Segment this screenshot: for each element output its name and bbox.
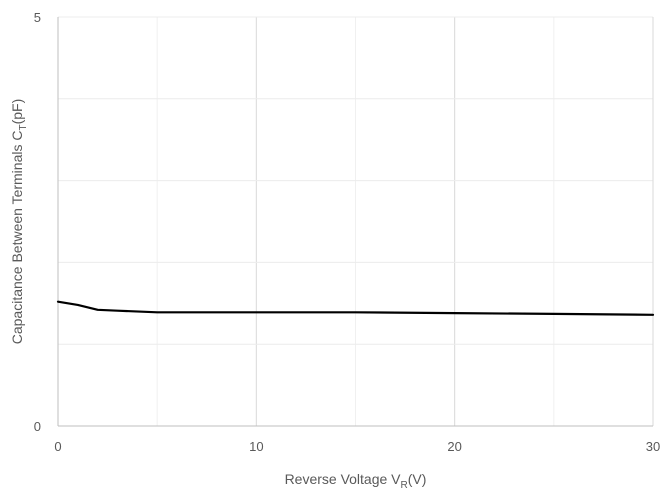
series-layer (56, 300, 655, 316)
x-tick-labels: 0 10 20 30 (54, 439, 660, 454)
series-line-0 (56, 300, 655, 316)
x-tick-label: 30 (646, 439, 660, 454)
gridlines (58, 16, 654, 426)
x-axis-title-main: Reverse Voltage V (285, 471, 402, 487)
y-axis-title-subscript: T (18, 124, 29, 130)
x-tick-label: 0 (54, 439, 61, 454)
x-axis-title: Reverse Voltage VR(V) (285, 471, 427, 491)
x-tick-label: 20 (447, 439, 461, 454)
y-tick-label: 5 (34, 10, 41, 25)
x-tick-label: 10 (249, 439, 263, 454)
axes (57, 17, 653, 427)
y-axis-title-main: Capacitance Between Terminals C (9, 131, 25, 345)
x-axis-title-subscript: R (401, 480, 408, 491)
y-tick-label: 0 (34, 419, 41, 434)
y-axis-title: Capacitance Between Terminals CT(pF) (9, 99, 29, 345)
x-axis-title-suffix: (V) (408, 471, 427, 487)
y-axis-title-suffix: (pF) (9, 99, 25, 125)
y-tick-labels: 05 (34, 10, 41, 434)
